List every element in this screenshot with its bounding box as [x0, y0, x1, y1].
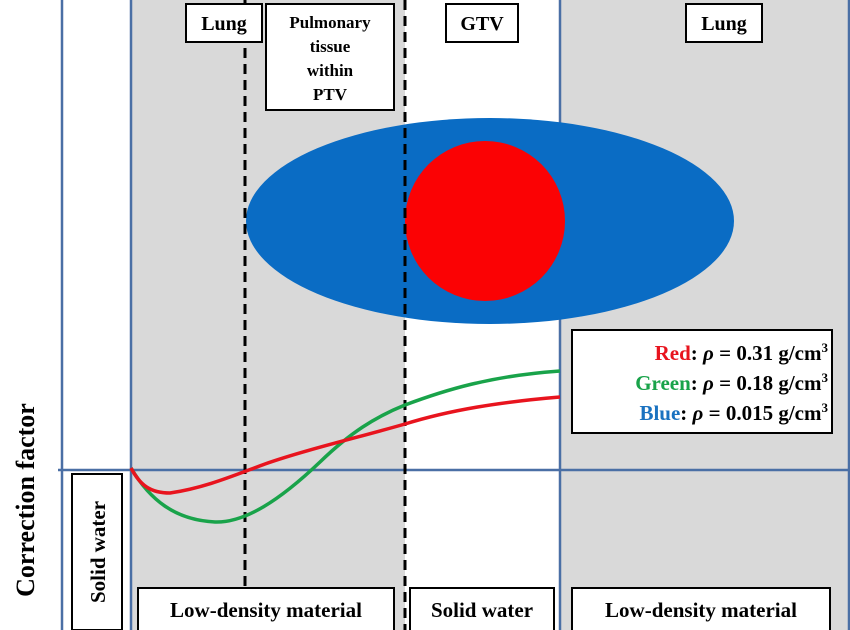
legend-item-green: Green: ρ = 0.18 g/cm3	[635, 370, 828, 395]
lung-left-label: Lung	[201, 13, 247, 35]
legend-blue-value: = 0.015 g/cm	[703, 401, 822, 425]
pulmonary-label-line2: tissue	[310, 37, 351, 56]
legend-red-rho: ρ	[702, 341, 714, 365]
legend-blue-name: Blue	[639, 401, 680, 425]
legend-red-value: = 0.31 g/cm	[714, 341, 822, 365]
legend-red-sup: 3	[822, 340, 829, 355]
pulmonary-label-box	[265, 3, 395, 111]
solid-water-strip-label: Solid water	[86, 501, 110, 603]
red-curve	[129, 395, 561, 495]
low-density-left-label: Low-density material	[170, 598, 362, 622]
legend-green-sup: 3	[822, 370, 829, 385]
pulmonary-label-line1: Pulmonary	[289, 13, 371, 32]
lung-left-label-box	[185, 3, 263, 43]
y-axis-label: Correction factor	[11, 403, 40, 597]
legend-red-name: Red	[655, 341, 691, 365]
low-density-right-box	[571, 587, 831, 630]
pulmonary-label-line4: PTV	[313, 85, 348, 104]
legend-green-value: = 0.18 g/cm	[714, 371, 822, 395]
gtv-label-box	[445, 3, 519, 43]
gtv-circle	[405, 141, 565, 301]
legend-item-red: Red: ρ = 0.31 g/cm3	[655, 340, 829, 365]
legend-box	[571, 329, 833, 434]
low-density-right-label: Low-density material	[605, 598, 797, 622]
legend-blue-sup: 3	[822, 400, 829, 415]
low-density-left-box	[137, 587, 395, 630]
lung-right-label: Lung	[701, 13, 747, 35]
gtv-label: GTV	[460, 13, 504, 35]
legend-blue-rho: ρ	[692, 401, 704, 425]
legend-green-name: Green	[635, 371, 691, 395]
solid-water-strip-box	[71, 473, 123, 630]
gray-region-right	[560, 0, 850, 630]
green-curve	[129, 369, 561, 524]
legend-green-rho: ρ	[702, 371, 714, 395]
solid-water-bottom-label: Solid water	[431, 598, 533, 622]
legend-item-blue: Blue: ρ = 0.015 g/cm3	[639, 400, 828, 425]
pulmonary-label-line3: within	[307, 61, 354, 80]
lung-right-label-box	[685, 3, 763, 43]
solid-water-bottom-box	[409, 587, 555, 630]
